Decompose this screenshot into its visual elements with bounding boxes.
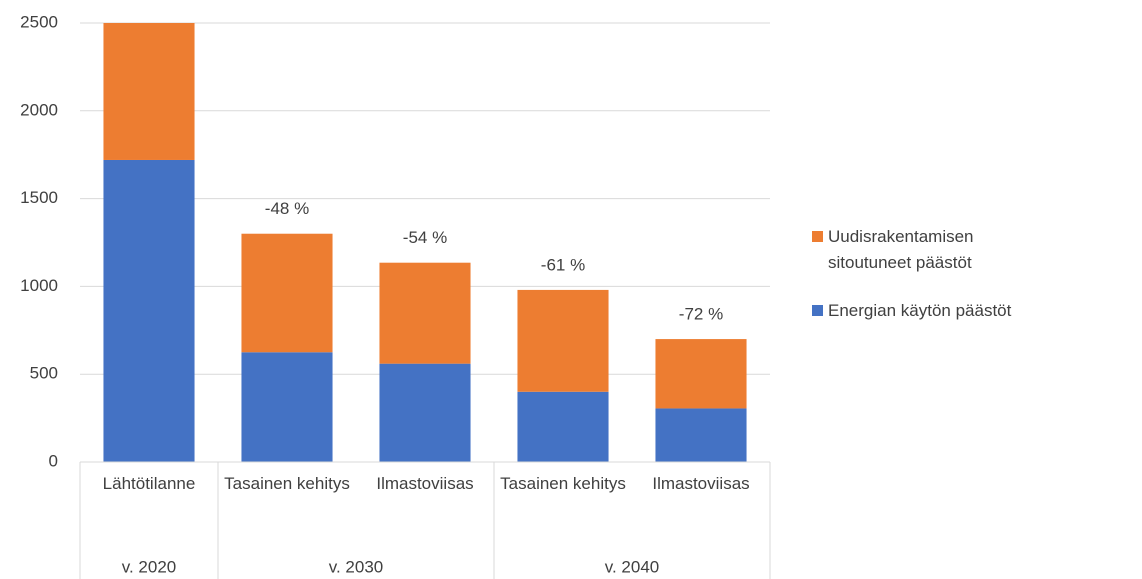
bar-segment [517,289,609,392]
y-tick-label: 1000 [20,276,58,295]
x-tick-label: Tasainen kehitys [224,474,350,493]
legend-label-box: Uudisrakentamisen sitoutuneet päästöt [828,227,974,272]
bar-segment [517,391,609,462]
bar-segment [655,408,747,462]
x-tick-label-box: Ilmastoviisas [652,474,750,493]
x-tick-label-box: Tasainen kehitys [500,474,626,493]
group-label: v. 2040 [605,557,660,576]
y-tick-label: 1500 [20,188,58,207]
y-tick-label: 500 [30,364,58,383]
change-label: -61 % [541,255,585,274]
y-tick-label: 0 [49,451,58,470]
bar-segment [241,352,333,462]
x-tick-label: Lähtötilanne [102,474,196,493]
legend-label: Uudisrakentamisen sitoutuneet päästöt [828,227,974,272]
legend-label-box: Energian käytön päästöt [828,301,1012,320]
change-label: -48 % [265,199,309,218]
bar-segment [103,159,195,462]
bar-segment [379,363,471,462]
legend-label: Energian käytön päästöt [828,301,1012,320]
bar-segment [241,233,333,353]
group-label: v. 2030 [329,557,384,576]
x-tick-label: Ilmastoviisas [376,474,474,493]
change-label: -72 % [679,305,723,324]
x-tick-label-box: Tasainen kehitys [224,474,350,493]
x-tick-label: Ilmastoviisas [652,474,750,493]
legend-swatch [812,231,823,242]
y-tick-label: 2500 [20,12,58,31]
x-tick-label-box: Lähtötilanne [102,474,196,493]
legend-swatch [812,305,823,316]
y-tick-label: 2000 [20,100,58,119]
bar-segment [103,23,195,160]
x-tick-label-box: Ilmastoviisas [376,474,474,493]
bar-segment [379,262,471,364]
bar-segment [655,339,747,409]
group-label: v. 2020 [122,557,177,576]
change-label: -54 % [403,228,447,247]
x-tick-label: Tasainen kehitys [500,474,626,493]
